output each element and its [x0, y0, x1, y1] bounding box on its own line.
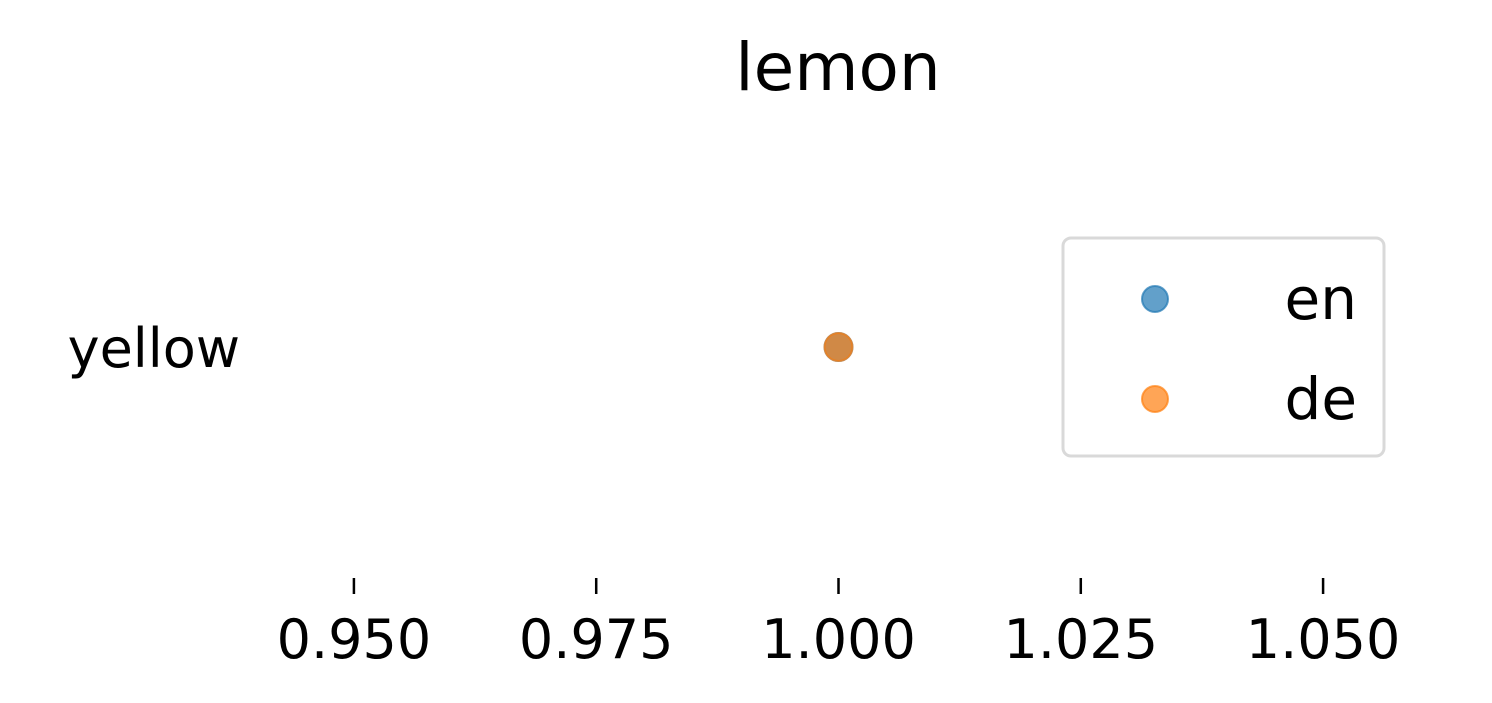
x-tick-label: 1.050	[1246, 608, 1401, 671]
legend-label-de: de	[1285, 365, 1358, 433]
legend-marker-en	[1141, 285, 1169, 313]
y-tick-label: yellow	[68, 317, 240, 380]
plot-area	[823, 332, 854, 362]
x-tick-label: 1.025	[1003, 608, 1158, 671]
x-tick-label: 0.975	[519, 608, 674, 671]
legend-marker-de	[1141, 385, 1169, 413]
chart-title: lemon	[735, 29, 940, 106]
y-axis: yellow	[68, 317, 240, 380]
x-tick-label: 0.950	[277, 608, 432, 671]
legend: en de	[1061, 236, 1386, 458]
legend-label-en: en	[1285, 265, 1357, 333]
x-tick-label: 1.000	[761, 608, 916, 671]
data-point-de	[823, 332, 854, 362]
x-axis: 0.950 0.975 1.000 1.025 1.050	[277, 578, 1401, 671]
